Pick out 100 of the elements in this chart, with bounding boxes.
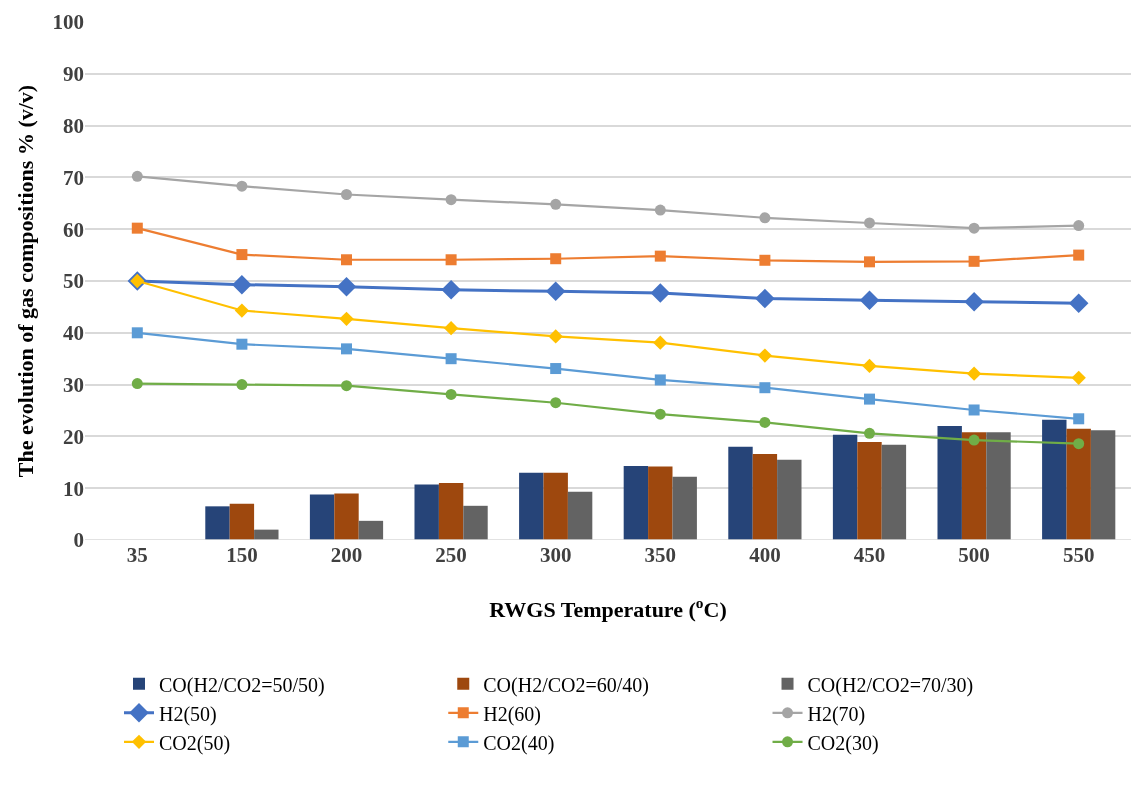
point xyxy=(341,254,352,266)
bar xyxy=(986,432,1011,540)
point xyxy=(864,256,875,268)
point xyxy=(864,427,875,439)
point xyxy=(862,358,877,374)
point xyxy=(550,253,562,265)
x-tick-label: 250 xyxy=(435,543,467,567)
y-tick-label: 80 xyxy=(63,113,84,138)
y-tick-label: 60 xyxy=(63,217,84,242)
bar xyxy=(309,494,335,540)
bar xyxy=(358,520,384,540)
x-tick-label: 35 xyxy=(126,543,148,567)
legend-label: H2(60) xyxy=(483,702,542,726)
bar xyxy=(623,465,649,540)
point xyxy=(548,329,563,344)
y-tick-label: 90 xyxy=(63,62,84,87)
point xyxy=(232,274,252,295)
y-tick-label: 30 xyxy=(63,372,84,397)
point xyxy=(968,222,980,234)
point xyxy=(550,363,562,375)
bar xyxy=(832,434,858,540)
point xyxy=(131,327,143,339)
point xyxy=(131,378,143,390)
legend-label: H2(70) xyxy=(807,702,866,726)
bar xyxy=(414,484,439,540)
point xyxy=(341,380,352,392)
x-tick-label: 450 xyxy=(853,543,886,567)
point xyxy=(964,291,984,312)
x-tick-label: 400 xyxy=(749,543,781,567)
x-tick-label: 550 xyxy=(1062,543,1095,567)
legend-label: CO(H2/CO2=50/50) xyxy=(159,673,325,697)
point xyxy=(336,276,357,297)
point xyxy=(339,311,354,326)
point xyxy=(757,348,773,363)
bar xyxy=(205,506,230,540)
y-tick-label: 40 xyxy=(63,321,84,346)
point xyxy=(1071,370,1086,386)
bar xyxy=(728,446,753,540)
point xyxy=(968,434,980,446)
bar xyxy=(937,426,962,540)
bar xyxy=(672,476,697,540)
point xyxy=(759,254,771,266)
point xyxy=(443,320,459,336)
bar xyxy=(463,505,488,540)
point xyxy=(759,416,771,428)
point xyxy=(755,288,775,309)
legend-label: CO(H2/CO2=60/40) xyxy=(483,673,649,697)
point xyxy=(236,249,248,261)
y-tick-label: 50 xyxy=(63,269,84,294)
legend-label: CO2(30) xyxy=(807,731,879,755)
point xyxy=(759,212,771,224)
point xyxy=(236,180,248,192)
point xyxy=(654,250,666,262)
point xyxy=(550,198,562,210)
x-tick-label: 500 xyxy=(958,543,990,567)
point xyxy=(968,404,980,416)
point xyxy=(550,397,562,409)
x-tick-label: 200 xyxy=(330,543,363,567)
y-axis-title: The evolution of gas compositions % (v/v) xyxy=(13,84,39,478)
y-tick-label: 20 xyxy=(63,424,84,449)
point xyxy=(1073,413,1085,425)
bar xyxy=(567,491,593,540)
x-tick-label: 350 xyxy=(644,543,677,567)
point xyxy=(864,393,875,405)
point xyxy=(968,255,980,267)
point xyxy=(1068,293,1089,314)
point xyxy=(859,290,880,310)
bar xyxy=(1090,430,1116,540)
point xyxy=(654,374,666,386)
bar xyxy=(752,454,778,540)
bar xyxy=(229,503,255,540)
bar xyxy=(881,444,907,540)
point xyxy=(966,366,982,381)
point xyxy=(234,303,250,318)
legend-label: H2(50) xyxy=(159,702,217,726)
y-tick-label: 0 xyxy=(73,528,84,553)
point xyxy=(445,254,457,266)
point xyxy=(650,283,671,303)
bar xyxy=(334,493,359,540)
point xyxy=(341,343,352,355)
point xyxy=(1073,249,1085,261)
y-tick-label: 100 xyxy=(52,10,84,35)
point xyxy=(441,280,461,300)
x-tick-label: 150 xyxy=(226,543,258,567)
bar xyxy=(648,466,673,540)
bar xyxy=(857,442,882,540)
bar xyxy=(438,483,464,540)
point xyxy=(445,194,457,206)
point xyxy=(236,338,248,350)
point xyxy=(759,382,771,394)
x-tick-label: 300 xyxy=(539,543,572,567)
legend-label: CO2(40) xyxy=(483,731,555,755)
point xyxy=(236,379,248,391)
x-axis-title: RWGS Temperature ($^{o}$C) xyxy=(489,593,727,622)
bar xyxy=(543,472,568,540)
bar xyxy=(961,432,987,540)
point xyxy=(1073,438,1085,450)
point xyxy=(653,335,668,350)
point xyxy=(131,170,143,182)
bar xyxy=(1066,428,1091,540)
